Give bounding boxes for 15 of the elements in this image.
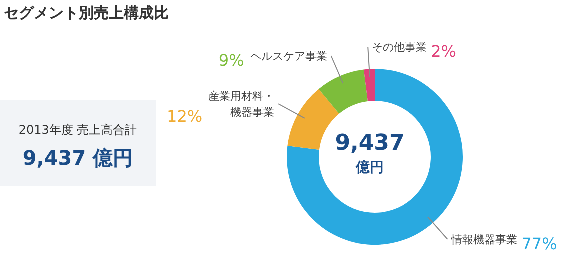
slice-label: 産業用材料・機器事業 xyxy=(208,90,275,120)
slice-label: その他事業 xyxy=(372,41,428,54)
donut-slice xyxy=(364,69,375,102)
slice-label: ヘルスケア事業 xyxy=(250,50,328,64)
text: 9,437 億円 xyxy=(335,131,405,176)
data-label: 9% xyxy=(218,51,244,70)
data-label: 2% xyxy=(431,42,456,62)
donut-slice xyxy=(287,69,463,245)
data-label: 77% xyxy=(522,234,558,254)
chart-title: セグメント別売上構成比 xyxy=(4,4,169,23)
text: 9,437 億円 xyxy=(22,145,134,172)
data-label: 12% xyxy=(167,107,203,126)
slice-label: 情報機器事業 xyxy=(450,234,518,247)
text: 2013年度 売上高合計 xyxy=(18,122,138,139)
donut-slice xyxy=(318,70,368,114)
